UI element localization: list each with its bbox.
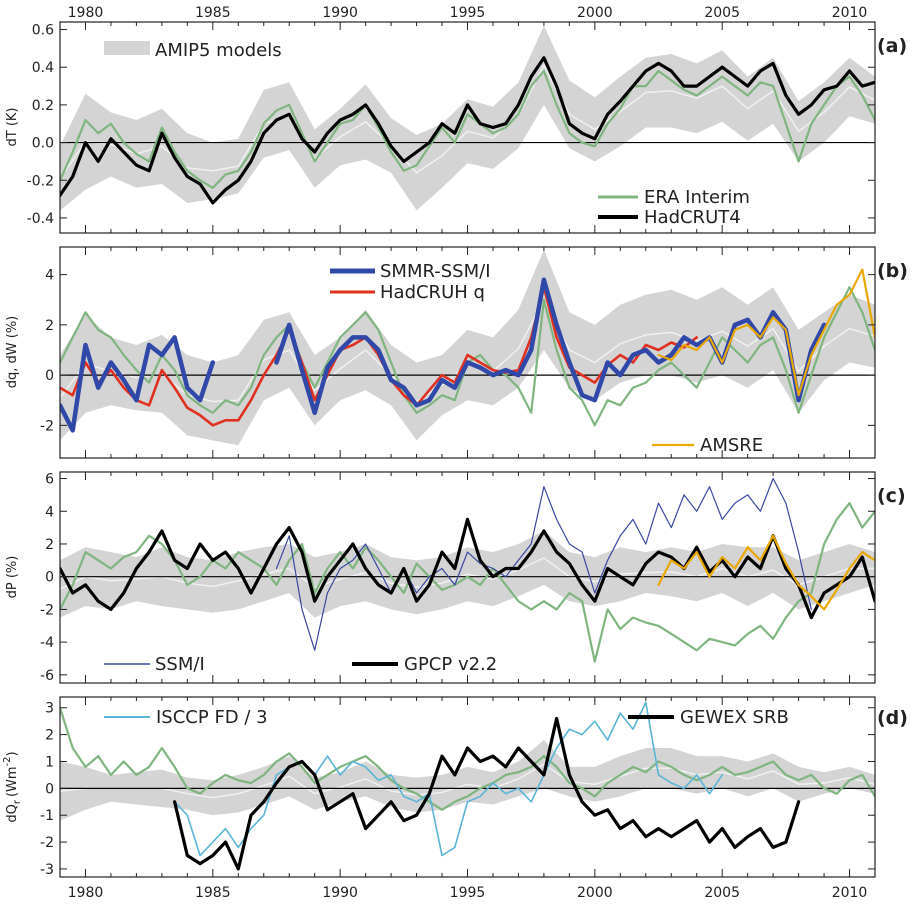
panel-c-series-layer (60, 477, 875, 663)
panel-d-series-gewex-srb (173, 716, 801, 871)
panel-d-model-mean-line (60, 763, 875, 799)
legend-label-isccp: ISCCP FD / 3 (156, 707, 268, 728)
panel-a-y-tick-label: -0.4 (27, 211, 54, 227)
legend-label-amip5-models: AMIP5 models (155, 40, 282, 61)
panel-c-y-tick-label: 6 (45, 472, 54, 488)
legend-label-gpcp: GPCP v2.2 (404, 654, 497, 675)
panel-d-series-layer (60, 701, 875, 871)
panel-b-y-tick-label: -2 (40, 418, 54, 434)
panel-b-series-smmr-ssm-i (60, 277, 827, 433)
x-axis-bottom-tick-label: 2010 (832, 885, 868, 901)
panel-b-x-ticks (59, 247, 876, 458)
panel-a-y-ticks: -0.4 -0.2 0.0 0.2 0.4 0.6 (27, 23, 875, 227)
panel-c-y-ticks: -6 -4 -2 0 2 4 6 (40, 472, 875, 684)
x-axis-top-tick-label: 2010 (832, 5, 868, 21)
panel-a-model-mean-line (60, 63, 875, 179)
panel-d-y-axis-title-subscript: r (12, 799, 23, 804)
legend-label-ssmi: SSM/I (155, 654, 205, 675)
panel-b: -2 0 2 4 (b) dq, dW (%) SMMR-SSM/I HadCRUH … (5, 246, 908, 459)
panel-d-y-tick-label: -1 (40, 808, 54, 824)
panel-d-y-axis-title: dQr (Wm-2) (2, 751, 23, 822)
panel-b-y-ticks: -2 0 2 4 (40, 268, 875, 434)
x-axis-top-tick-label: 1995 (450, 5, 486, 21)
panel-d-series-isccp-fd-3 (173, 701, 723, 857)
x-axis-top-tick-labels: 1980 1985 1990 1995 2000 2005 2010 (68, 5, 868, 21)
panel-c: -6 -4 -2 0 2 4 6 (c) dP (%) SSM/I GPCP v2.2 (5, 471, 906, 684)
panel-c-y-tick-label: 2 (45, 537, 54, 553)
x-axis-top-tick-label: 1980 (68, 5, 104, 21)
panel-a-y-tick-label: -0.2 (27, 173, 54, 189)
panel-b-y-axis-title: dq, dW (%) (5, 316, 20, 389)
panel-c-band-layer (60, 530, 875, 618)
panel-c-series-gpcp-v2-2 (60, 517, 875, 620)
panel-c-y-tick-label: -6 (40, 668, 54, 684)
panel-d-x-ticks (59, 697, 876, 877)
panel-a-label: (a) (877, 35, 907, 57)
legend-label-hadcrut4: HadCRUT4 (644, 207, 741, 228)
panel-d-y-tick-label: 1 (45, 754, 54, 770)
panel-d-y-ticks: -3 -2 -1 0 1 2 3 (40, 701, 875, 878)
legend-swatch-amip5-models (104, 41, 150, 55)
x-axis-bottom-tick-labels: 1980 1985 1990 1995 2000 2005 2010 (68, 885, 868, 901)
legend-label-era-interim-a: ERA Interim (644, 187, 750, 208)
panel-a: -0.4 -0.2 0.0 0.2 0.4 0.6 (a) dT (K) AMIP5 mo… (5, 21, 907, 234)
panel-a-y-tick-label: 0.2 (32, 98, 54, 114)
x-axis-bottom-tick-label: 2000 (577, 885, 613, 901)
panel-c-y-tick-label: 4 (45, 504, 54, 520)
legend-label-smmr-ssmi: SMMR-SSM/I (380, 261, 491, 282)
x-axis-bottom-tick-label: 1995 (450, 885, 486, 901)
x-axis-top-tick-label: 2005 (704, 5, 740, 21)
panel-c-y-tick-label: -4 (40, 635, 54, 651)
x-axis-top-tick-label: 2000 (577, 5, 613, 21)
panel-a-y-tick-label: 0.4 (32, 60, 54, 76)
panel-d-y-tick-label: -2 (40, 835, 54, 851)
panel-a-y-tick-label: 0.0 (32, 136, 54, 152)
panel-b-y-tick-label: 0 (45, 368, 54, 384)
panel-b-model-spread-band (60, 249, 875, 446)
panel-b-y-tick-label: 2 (45, 318, 54, 334)
panel-c-label: (c) (877, 485, 906, 507)
panel-c-series-ssm-i (275, 477, 812, 651)
panel-c-series-era-interim (60, 502, 875, 663)
panel-c-y-axis-title: dP (%) (5, 556, 20, 599)
panel-d-label: (d) (877, 707, 908, 729)
panel-c-y-tick-label: -2 (40, 602, 54, 618)
legend-label-amsre: AMSRE (700, 435, 763, 456)
panel-a-series-layer (60, 56, 875, 205)
panel-d-y-axis-title-unit-close: ) (5, 751, 20, 756)
panel-a-y-tick-label: 0.6 (32, 23, 54, 39)
panel-b-series-amsre (657, 268, 875, 397)
panel-d-y-axis-title-unit: (Wm (5, 766, 20, 797)
x-axis-top-tick-label: 1985 (195, 5, 231, 21)
panel-a-y-axis-title: dT (K) (5, 108, 20, 147)
x-axis-top-tick-label: 1990 (322, 5, 358, 21)
panel-c-model-mean-line (60, 557, 875, 590)
x-axis-bottom-tick-label: 1990 (322, 885, 358, 901)
panel-a-series-hadcrut4 (60, 56, 875, 205)
panel-d-y-tick-label: 0 (45, 781, 54, 797)
panel-c-series-amsre (657, 534, 875, 611)
legend-label-gewex-srb: GEWEX SRB (680, 707, 789, 728)
x-axis-bottom-tick-label: 2005 (704, 885, 740, 901)
panel-a-series-era-interim (60, 69, 875, 189)
x-axis-bottom-tick-label: 1980 (68, 885, 104, 901)
panel-d-y-axis-title-unit-superscript: -2 (2, 756, 13, 766)
panel-d-y-tick-label: 2 (45, 728, 54, 744)
panel-d-series-era-interim (60, 706, 875, 811)
panel-d-y-axis-title-main: dQ (5, 804, 20, 822)
panel-a-x-ticks (59, 22, 876, 233)
panel-d-y-tick-label: -3 (40, 862, 54, 878)
panel-b-label: (b) (877, 260, 908, 282)
panel-d-y-tick-label: 3 (45, 701, 54, 717)
panel-c-y-tick-label: 0 (45, 570, 54, 586)
panel-b-y-tick-label: 4 (45, 268, 54, 284)
panel-c-x-ticks (59, 472, 876, 683)
panel-b-series-layer (60, 268, 875, 433)
legend-label-hadcruh-q: HadCRUH q (380, 282, 485, 303)
x-axis-bottom-tick-label: 1985 (195, 885, 231, 901)
